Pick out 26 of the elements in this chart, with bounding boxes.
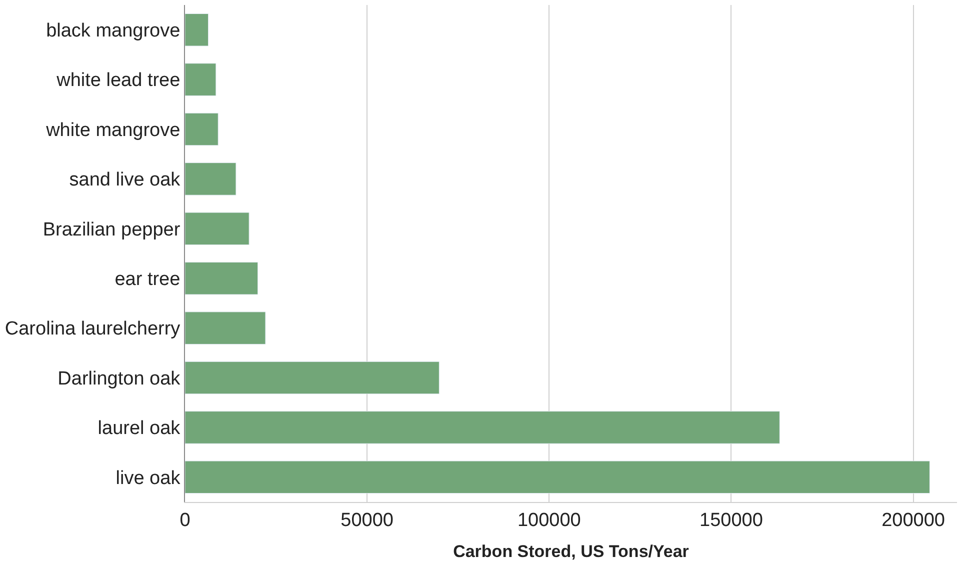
bar bbox=[185, 162, 236, 196]
bar bbox=[185, 262, 258, 295]
x-tick-label: 100000 bbox=[517, 510, 581, 531]
bar bbox=[185, 212, 250, 246]
x-tick-label: 200000 bbox=[882, 510, 946, 531]
bar bbox=[185, 13, 209, 46]
y-tick-label: laurel oak bbox=[98, 418, 181, 440]
y-tick-label: Brazilian pepper bbox=[42, 219, 181, 240]
x-tick-label: 0 bbox=[180, 510, 190, 531]
bar bbox=[185, 411, 780, 444]
x-axis-title: Carbon Stored, US Tons/Year bbox=[453, 542, 690, 562]
bar bbox=[185, 361, 440, 394]
bar bbox=[185, 460, 930, 494]
y-tick-label: white mangrove bbox=[45, 120, 180, 141]
y-tick-label: live oak bbox=[116, 468, 181, 489]
y-tick-label: sand live oak bbox=[69, 170, 181, 191]
bar bbox=[185, 312, 266, 344]
y-tick-label: ear tree bbox=[114, 269, 180, 290]
y-tick-label: white lead tree bbox=[56, 70, 180, 92]
bar bbox=[185, 112, 218, 146]
y-tick-label: black mangrove bbox=[46, 20, 180, 42]
y-tick-label: Carolina laurelcherry bbox=[4, 318, 181, 340]
x-tick-label: 50000 bbox=[340, 510, 394, 531]
y-tick-label: Darlington oak bbox=[58, 368, 181, 390]
x-tick-label: 150000 bbox=[700, 510, 763, 531]
bar bbox=[185, 63, 216, 96]
